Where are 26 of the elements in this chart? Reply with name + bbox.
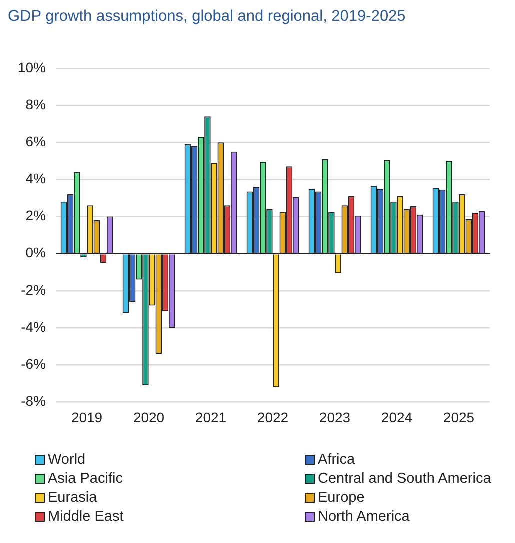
legend-label: Africa (318, 452, 356, 468)
legend-label: Middle East (48, 509, 124, 525)
legend-label: Asia Pacific (48, 471, 123, 487)
x-tick-label: 2025 (443, 409, 475, 426)
x-tick-label: 2022 (257, 409, 289, 426)
legend-label: Central and South America (318, 471, 492, 487)
x-tick-label: 2019 (71, 409, 103, 426)
legend-label: North America (318, 509, 410, 525)
legend-label: Eurasia (48, 490, 98, 506)
y-tick-label: -8% (21, 393, 46, 410)
y-tick-label: 4% (26, 170, 46, 187)
y-tick-label: 2% (26, 208, 46, 224)
x-tick-label: 2021 (195, 409, 227, 426)
legend-label: Europe (318, 490, 365, 506)
chart-title: GDP growth assumptions, global and regional, 2019-2025 (8, 8, 406, 26)
y-tick-label: 10% (18, 59, 46, 76)
legend-label: World (48, 452, 86, 468)
y-tick-label: -2% (21, 282, 46, 298)
y-tick-label: -6% (21, 356, 46, 372)
x-tick-label: 2024 (381, 409, 413, 426)
y-tick-label: 0% (26, 244, 46, 261)
x-tick-label: 2023 (319, 409, 351, 426)
x-tick-label: 2020 (133, 409, 165, 426)
y-tick-label: -4% (21, 318, 46, 335)
y-tick-label: 6% (26, 133, 46, 150)
y-tick-label: 8% (26, 96, 46, 112)
